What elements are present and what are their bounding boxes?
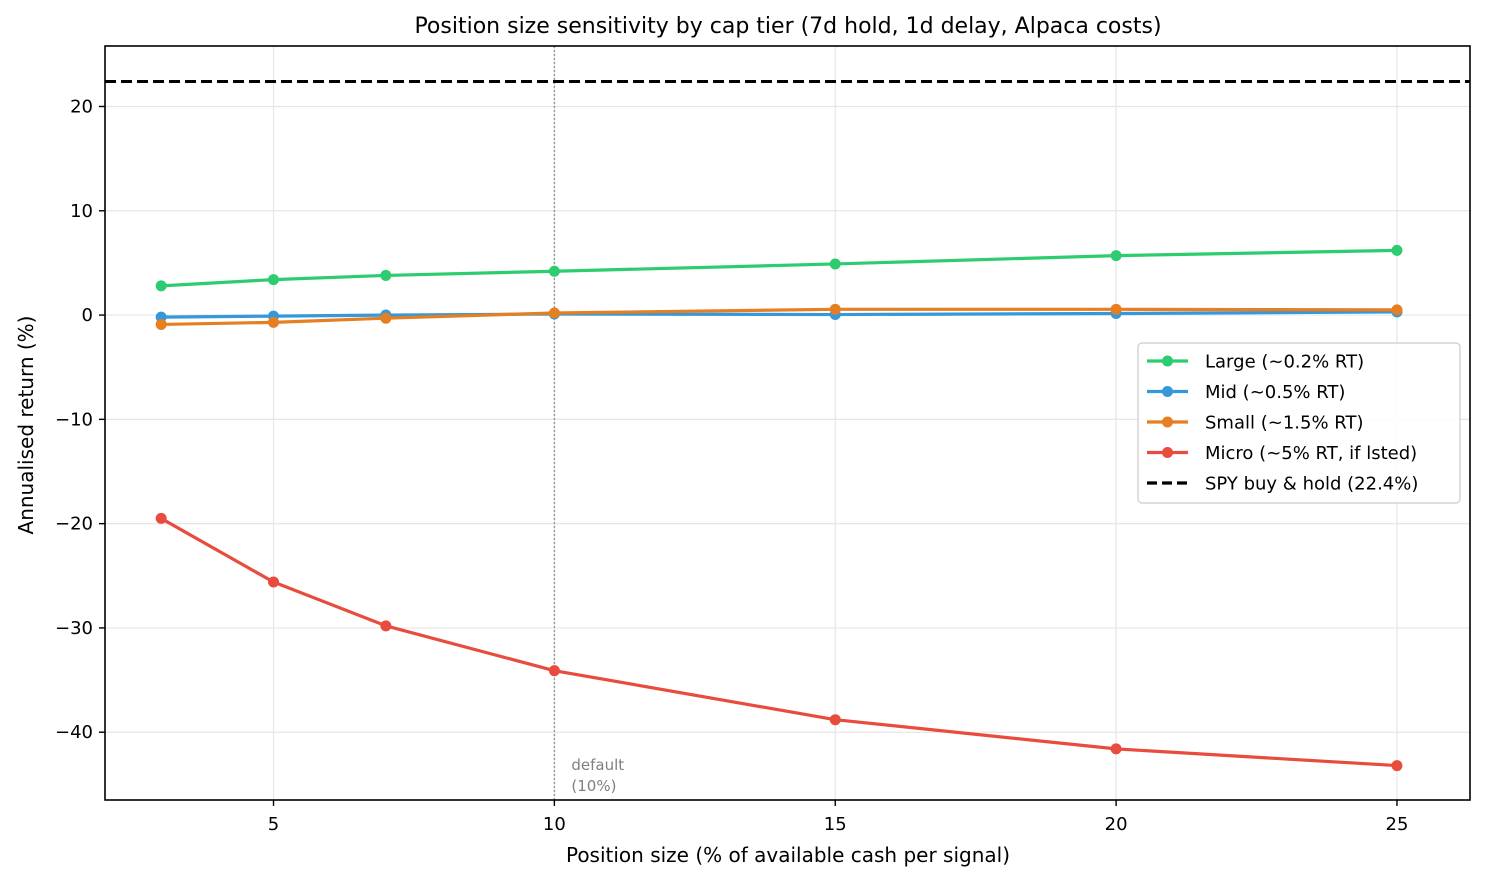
legend-label-1: Mid (~0.5% RT)	[1205, 382, 1345, 403]
legend-item-3: Micro (~5% RT, if lsted)	[1147, 443, 1417, 464]
y-tick-label-2: −20	[55, 514, 93, 535]
y-tick-label-0: −40	[55, 722, 93, 743]
x-tick-label-1: 10	[543, 814, 566, 835]
y-tick-label-6: 20	[70, 96, 93, 117]
data-point-3-1	[268, 576, 280, 588]
data-point-2-6	[1391, 304, 1403, 316]
legend-label-3: Micro (~5% RT, if lsted)	[1205, 443, 1417, 464]
data-point-0-0	[155, 280, 167, 292]
data-point-0-1	[268, 274, 280, 286]
data-point-0-6	[1391, 244, 1403, 256]
x-axis-label: Position size (% of available cash per s…	[566, 843, 1010, 867]
data-point-2-2	[380, 312, 392, 324]
data-point-3-0	[155, 512, 167, 524]
data-point-3-4	[829, 714, 841, 726]
default-annotation: default (10%)	[571, 756, 624, 795]
legend-label-4: SPY buy & hold (22.4%)	[1205, 474, 1418, 495]
data-point-2-1	[268, 316, 280, 328]
data-point-2-4	[829, 303, 841, 315]
data-point-3-5	[1110, 743, 1122, 755]
x-tick-label-0: 5	[268, 814, 279, 835]
y-tick-label-3: −10	[55, 409, 93, 430]
x-axis-ticks: 5 10 15 20 25	[268, 800, 1409, 835]
legend-marker-1	[1162, 386, 1173, 397]
legend-marker-2	[1162, 416, 1173, 428]
legend: Large (~0.2% RT) Mid (~0.5% RT) Small (~1.…	[1137, 342, 1461, 504]
y-tick-label-4: 0	[82, 305, 93, 326]
series-line-0	[161, 248, 1398, 288]
data-point-3-2	[380, 620, 392, 632]
legend-label-2: Small (~1.5% RT)	[1205, 413, 1363, 434]
data-point-0-4	[829, 258, 841, 270]
data-point-2-3	[548, 307, 560, 319]
series-0	[155, 244, 1403, 292]
y-axis-label: Annualised return (%)	[14, 316, 38, 535]
legend-item-2: Small (~1.5% RT)	[1147, 413, 1363, 434]
series-line-3	[160, 517, 1398, 768]
x-tick-label-3: 20	[1105, 814, 1128, 835]
chart-title: Position size sensitivity by cap tier (7…	[414, 14, 1161, 39]
annotation-line-2: (10%)	[571, 777, 616, 795]
legend-item-1: Mid (~0.5% RT)	[1147, 382, 1345, 403]
legend-item-4: SPY buy & hold (22.4%)	[1147, 474, 1418, 495]
legend-marker-0	[1162, 355, 1173, 367]
data-point-2-5	[1110, 303, 1122, 315]
legend-box	[1137, 342, 1461, 504]
y-tick-label-1: −30	[55, 618, 93, 639]
series-2	[155, 303, 1403, 330]
legend-items: Large (~0.2% RT) Mid (~0.5% RT) Small (~1.…	[1147, 352, 1418, 495]
series-3	[155, 512, 1403, 772]
x-tick-label-2: 15	[824, 814, 847, 835]
data-point-3-3	[548, 665, 560, 677]
series-line-1	[161, 310, 1397, 319]
data-point-0-3	[548, 265, 560, 277]
data-point-0-5	[1110, 250, 1122, 262]
data-point-2-0	[155, 318, 167, 330]
annotation-line-1: default	[571, 756, 624, 774]
legend-label-0: Large (~0.2% RT)	[1205, 352, 1364, 373]
y-axis-ticks: −40 −30 −20 −10 0 10 20	[55, 96, 105, 743]
data-point-0-2	[380, 269, 392, 281]
y-tick-label-5: 10	[70, 201, 93, 222]
x-tick-label-4: 25	[1386, 814, 1409, 835]
legend-marker-3	[1162, 447, 1173, 458]
legend-item-0: Large (~0.2% RT)	[1147, 352, 1364, 373]
plot-frame	[104, 45, 1471, 801]
data-point-3-6	[1391, 760, 1403, 772]
series-layer	[155, 244, 1403, 772]
